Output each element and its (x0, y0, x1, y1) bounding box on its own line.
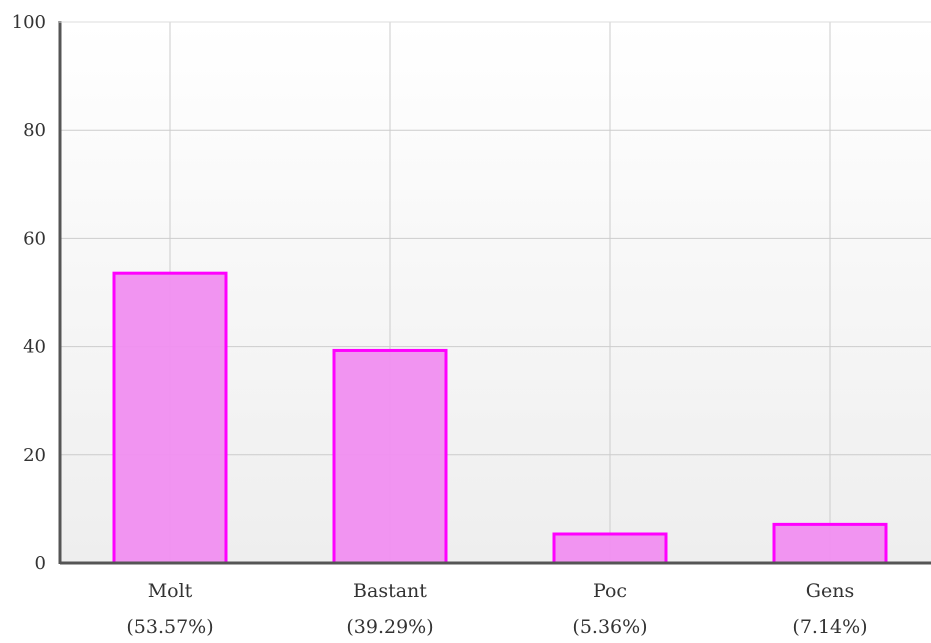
bars (112, 271, 888, 565)
y-tick-label: 80 (23, 120, 46, 141)
bar-bastant[interactable] (332, 348, 448, 565)
x-category-label: Gens (806, 580, 854, 602)
y-tick-label: 0 (35, 553, 46, 574)
y-tick-label: 40 (23, 337, 46, 358)
bar-poc[interactable] (552, 532, 668, 565)
y-tick-label: 20 (23, 445, 46, 466)
x-category-label: Poc (593, 580, 627, 602)
x-category-label: Bastant (353, 580, 427, 602)
x-category-percent-label: (53.57%) (126, 616, 213, 638)
axes (58, 21, 931, 565)
x-category-percent-label: (7.14%) (792, 616, 867, 638)
tick-labels: 0 20 40 60 80 100 Molt (53.57%) Bastant (39.29%) P… (12, 12, 868, 638)
x-category-percent-label: (5.36%) (572, 616, 647, 638)
x-category-label: Molt (148, 580, 193, 602)
bar-molt[interactable] (112, 271, 228, 565)
x-category-percent-label: (39.29%) (346, 616, 433, 638)
y-tick-label: 100 (12, 12, 46, 33)
y-tick-label: 60 (23, 228, 46, 249)
bar-gens[interactable] (772, 522, 888, 565)
